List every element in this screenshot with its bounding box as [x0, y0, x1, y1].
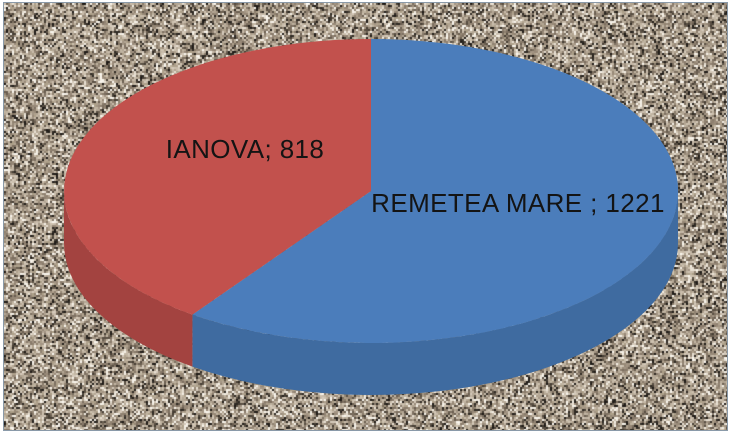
- chart-frame: IANOVA; 818 REMETEA MARE ; 1221: [3, 2, 728, 431]
- page: IANOVA; 818 REMETEA MARE ; 1221: [0, 0, 731, 446]
- pie-label-remetea-mare: REMETEA MARE ; 1221: [371, 190, 665, 216]
- pie-label-ianova: IANOVA; 818: [166, 136, 325, 162]
